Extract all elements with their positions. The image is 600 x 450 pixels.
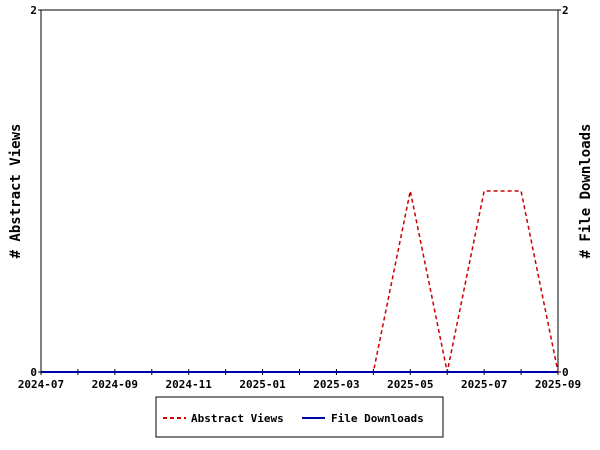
x-tick-label: 2024-09 — [92, 378, 138, 391]
y-tick-label-left: 2 — [30, 4, 37, 17]
legend-box — [155, 396, 444, 438]
y-axis-label-right: # File Downloads — [578, 124, 594, 259]
x-tick-label: 2025-05 — [387, 378, 433, 391]
plot-area — [40, 9, 559, 373]
y-tick-label-left: 0 — [30, 366, 37, 379]
x-tick-label: 2024-07 — [18, 378, 64, 391]
x-tick-label: 2024-11 — [166, 378, 213, 391]
x-tick-label: 2025-01 — [239, 378, 286, 391]
legend-label-file-downloads: File Downloads — [331, 412, 424, 425]
x-tick-label: 2025-03 — [313, 378, 359, 391]
legend: Abstract Views File Downloads — [155, 396, 444, 438]
x-tick-label: 2025-09 — [535, 378, 581, 391]
y-tick-label-right: 0 — [562, 366, 569, 379]
x-tick-label: 2025-07 — [461, 378, 507, 391]
y-axis-label-left: # Abstract Views — [8, 124, 24, 259]
legend-label-abstract-views: Abstract Views — [191, 412, 284, 425]
y-tick-label-right: 2 — [562, 4, 569, 17]
